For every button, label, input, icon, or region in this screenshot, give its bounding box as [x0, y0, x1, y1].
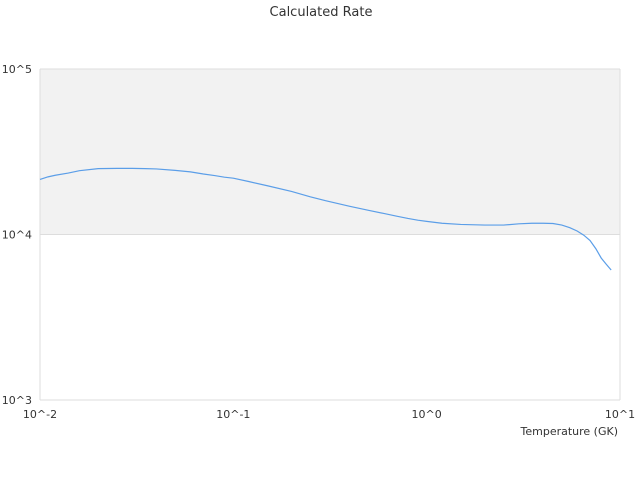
series-layer	[39, 167, 612, 271]
plot-area	[40, 69, 620, 400]
x-tick-label: 10^-2	[23, 408, 57, 421]
x-tick-label: 10^-1	[216, 408, 250, 421]
series-line	[39, 167, 612, 271]
x-tick-label: 10^0	[412, 408, 442, 421]
y-tick-label: 10^5	[2, 63, 32, 76]
plot-band	[40, 69, 620, 235]
chart-title: Calculated Rate	[270, 5, 373, 20]
y-tick-label: 10^4	[2, 229, 32, 242]
y-tick-label: 10^3	[2, 394, 32, 407]
y-axis-ticks: 10^3 10^4 10^5	[2, 63, 32, 407]
x-tick-label: 10^1	[605, 408, 635, 421]
x-axis-ticks: 10^-2 10^-1 10^0 10^1	[23, 408, 635, 421]
x-axis-label: Temperature (GK)	[520, 425, 619, 438]
plot-band	[40, 234, 620, 400]
grid-lines	[39, 68, 621, 401]
